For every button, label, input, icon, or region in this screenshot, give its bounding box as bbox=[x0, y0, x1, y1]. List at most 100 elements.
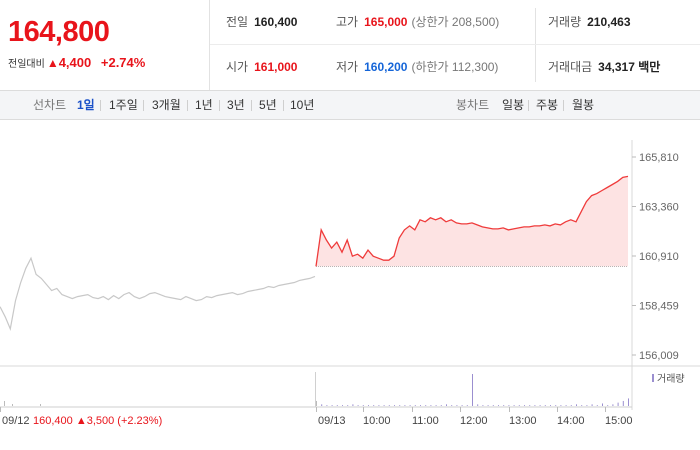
x-tick-label: 11:00 bbox=[412, 415, 439, 427]
volume-bar bbox=[602, 403, 603, 406]
y-tick-label: 163,360 bbox=[639, 202, 679, 214]
lower-limit: (하한가 112,300) bbox=[411, 60, 499, 74]
today-area-fill bbox=[316, 176, 628, 267]
volume-value: 210,463 bbox=[587, 15, 631, 29]
volume-bar bbox=[430, 405, 432, 406]
volume-bar bbox=[40, 404, 41, 406]
tab-separator bbox=[187, 100, 188, 111]
tab-daily-candle[interactable]: 일봉 bbox=[502, 98, 525, 112]
volume-bar bbox=[362, 405, 364, 406]
volume-bar bbox=[555, 405, 557, 406]
high-value: 165,000 bbox=[364, 15, 408, 29]
tab-separator bbox=[143, 100, 144, 111]
x-tick-label: 10:00 bbox=[363, 415, 391, 427]
stats-row-1: 전일 160,400 고가 165,000 (상한가 208,500) 거래량 210,… bbox=[210, 0, 700, 45]
volume-bar bbox=[570, 405, 572, 406]
quote-panel: 164,800 전일대비 ▲4,400 +2.74% bbox=[0, 0, 210, 90]
low-label: 저가 bbox=[336, 60, 359, 74]
today-price-line bbox=[315, 175, 629, 267]
prev-day-summary: 160,400 ▲3,500 (+2.23%) bbox=[33, 415, 162, 427]
volume-bar bbox=[596, 405, 598, 406]
tab-separator bbox=[251, 100, 252, 111]
volume-legend-swatch bbox=[652, 374, 654, 382]
volume-bar bbox=[607, 405, 609, 406]
volume-bar bbox=[586, 405, 588, 406]
chart-period-tabbar: 선차트 1일 1주일 3개월 1년 3년 5년 10년 봉차트 일봉 주봉 월봉 bbox=[0, 90, 700, 120]
volume-bar bbox=[368, 405, 369, 406]
tab-10y[interactable]: 10년 bbox=[290, 98, 315, 112]
volume-bar bbox=[451, 405, 453, 406]
volume-bar bbox=[498, 405, 499, 406]
x-tick-label: 09/12 bbox=[2, 415, 30, 427]
x-tick-label: 12:00 bbox=[460, 415, 488, 427]
volume-bar bbox=[388, 405, 390, 406]
prev-day-price-line bbox=[0, 256, 316, 331]
y-tick-label: 160,910 bbox=[639, 251, 679, 263]
candle-chart-heading: 봉차트 bbox=[456, 98, 490, 112]
volume-bar bbox=[461, 405, 463, 406]
volume-label: 거래량 bbox=[548, 15, 582, 29]
volume-bar bbox=[404, 405, 406, 406]
volume-bar bbox=[576, 404, 577, 406]
stats-grid: 전일 160,400 고가 165,000 (상한가 208,500) 거래량 210,… bbox=[210, 0, 700, 90]
volume: 거래량 210,463 bbox=[548, 0, 631, 45]
volume-bar bbox=[508, 405, 510, 406]
volume-bar bbox=[394, 405, 395, 406]
volume-bar bbox=[518, 405, 520, 406]
volume-bar bbox=[331, 405, 333, 406]
stats-divider bbox=[535, 8, 536, 82]
volume-bar bbox=[352, 404, 354, 406]
open-value: 161,000 bbox=[254, 60, 298, 74]
intraday-chart-svg: 165,810 163,360 160,910 158,459 156,009 거래량 09… bbox=[0, 140, 700, 427]
prev-close-label: 전일 bbox=[226, 15, 249, 29]
volume-bar bbox=[466, 405, 468, 406]
tab-5y[interactable]: 5년 bbox=[259, 98, 277, 112]
x-tick-label: 14:00 bbox=[557, 415, 585, 427]
volume-bar bbox=[524, 405, 525, 406]
low-value: 160,200 bbox=[364, 60, 408, 74]
change-amount: 4,400 bbox=[58, 55, 92, 70]
volume-bar bbox=[581, 405, 583, 406]
tab-separator bbox=[563, 100, 564, 111]
volume-bar bbox=[342, 405, 343, 406]
high-label: 고가 bbox=[336, 15, 359, 29]
volume-bar bbox=[357, 405, 359, 406]
tab-3y[interactable]: 3년 bbox=[227, 98, 245, 112]
tab-separator bbox=[100, 100, 101, 111]
open-price: 시가 161,000 bbox=[226, 45, 297, 90]
volume-bar bbox=[435, 405, 437, 406]
volume-bar bbox=[456, 405, 458, 406]
volume-bar bbox=[414, 405, 416, 406]
tab-1w[interactable]: 1주일 bbox=[109, 98, 138, 112]
volume-bar bbox=[529, 405, 531, 406]
change-label: 전일대비 bbox=[8, 59, 45, 70]
line-chart-heading: 선차트 bbox=[33, 98, 67, 112]
volume-bar bbox=[347, 405, 349, 406]
tab-weekly-candle[interactable]: 주봉 bbox=[536, 98, 559, 112]
open-label: 시가 bbox=[226, 60, 249, 74]
volume-bar bbox=[440, 405, 442, 406]
volume-bar bbox=[534, 405, 536, 406]
volume-bar bbox=[513, 405, 515, 406]
prev-close-value: 160,400 bbox=[254, 15, 298, 29]
intraday-chart: 165,810 163,360 160,910 158,459 156,009 거래량 09… bbox=[0, 120, 700, 450]
y-tick-label: 165,810 bbox=[639, 152, 679, 164]
volume-bar bbox=[482, 405, 484, 406]
low-price: 저가 160,200 (하한가 112,300) bbox=[336, 45, 498, 90]
volume-bar bbox=[622, 400, 624, 406]
volume-legend-label: 거래량 bbox=[657, 373, 685, 385]
volume-bar bbox=[591, 404, 593, 406]
tab-1d[interactable]: 1일 bbox=[77, 98, 95, 112]
volume-bar bbox=[492, 405, 494, 406]
change-row: 전일대비 ▲4,400 +2.74% bbox=[8, 55, 145, 70]
tab-1y[interactable]: 1년 bbox=[195, 98, 213, 112]
volume-bar bbox=[378, 405, 380, 406]
volume-bar bbox=[316, 400, 317, 406]
tab-3m[interactable]: 3개월 bbox=[152, 98, 181, 112]
tab-separator bbox=[283, 100, 284, 111]
x-tick-label: 09/13 bbox=[318, 415, 346, 427]
tab-separator bbox=[219, 100, 220, 111]
volume-bar bbox=[560, 405, 562, 406]
volume-bar bbox=[326, 405, 328, 406]
tab-monthly-candle[interactable]: 월봉 bbox=[572, 98, 595, 112]
